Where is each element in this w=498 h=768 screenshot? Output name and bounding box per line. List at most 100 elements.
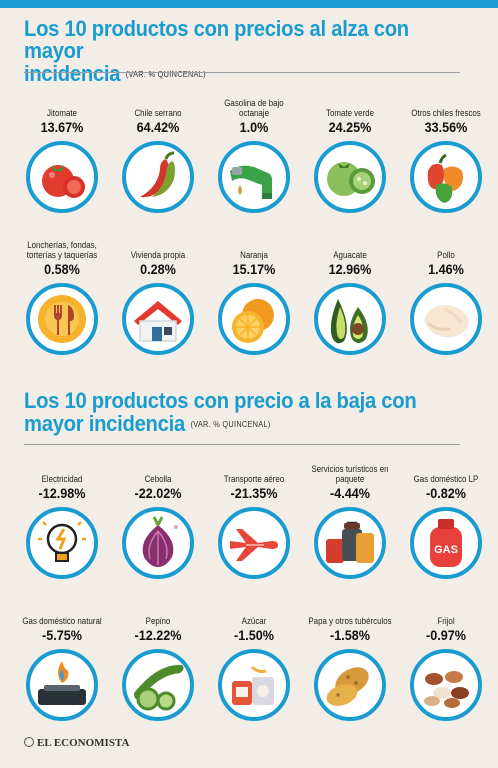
product-icon-circle [122, 141, 194, 213]
product-label-box: Gas doméstico LP [398, 452, 494, 484]
product-label-box: Pepino [110, 594, 206, 626]
product-label-box: Gas doméstico natural [14, 594, 110, 626]
product-label-box: Jitomate [14, 86, 110, 118]
section-down-title-line2: mayor incidencia [24, 411, 185, 436]
product-name: Pepino [145, 616, 171, 626]
product-name: Gas doméstico LP [413, 474, 479, 484]
product-variation: -12.22% [134, 627, 182, 643]
product-card: Papa y otros tubérculos -1.58% [302, 594, 398, 721]
product-variation: 1.0% [239, 119, 269, 135]
chicken-icon [424, 305, 469, 338]
section-up-rule [24, 72, 460, 73]
product-name: Electricidad [41, 474, 83, 484]
product-variation: -1.58% [330, 627, 370, 643]
product-icon-circle [26, 507, 98, 579]
green-tomato-icon [327, 162, 375, 196]
product-variation: 12.96% [328, 261, 372, 277]
product-icon-circle [218, 283, 290, 355]
top-accent-bar [0, 0, 498, 8]
product-card: Naranja 15.17% [206, 228, 302, 355]
product-name: Gas doméstico natural [22, 616, 102, 626]
section-up-title: Los 10 productos con precios al alza con… [24, 18, 460, 86]
product-icon-circle [218, 507, 290, 579]
product-card: Jitomate 13.67% [14, 86, 110, 213]
product-icon-circle [314, 141, 386, 213]
tomato-icon [42, 165, 85, 198]
product-icon-circle [218, 141, 290, 213]
product-card: Otros chiles frescos 33.56% [398, 86, 494, 213]
product-icon-circle [122, 283, 194, 355]
product-card: Azúcar -1.50% [206, 594, 302, 721]
peppers-icon [427, 153, 463, 203]
product-card: Loncherías, fondas, torterías y taquería… [14, 228, 110, 355]
product-card: Gasolina de bajo octanaje 1.0% [206, 86, 302, 213]
product-label-box: Cebolla [110, 452, 206, 484]
product-name: Frijol [437, 616, 455, 626]
product-name: Cebolla [144, 474, 172, 484]
product-icon-circle: GAS [410, 507, 482, 579]
product-variation: -5.75% [42, 627, 82, 643]
product-icon-circle [410, 649, 482, 721]
section-up-title-line2: incidencia [24, 61, 121, 86]
product-icon-circle [218, 649, 290, 721]
onion-icon [142, 516, 178, 567]
product-variation: 64.42% [136, 119, 180, 135]
product-label-box: Servicios turísticos en paquete [302, 452, 398, 484]
product-icon-circle [26, 283, 98, 355]
section-up-note: (VAR. % QUINCENAL) [125, 70, 206, 80]
product-label-box: Chile serrano [110, 86, 206, 118]
product-icon-circle [26, 141, 98, 213]
potato-icon [326, 667, 369, 706]
product-card: Chile serrano 64.42% [110, 86, 206, 213]
product-label-box: Papa y otros tubérculos [302, 594, 398, 626]
product-icon-circle [314, 283, 386, 355]
sugar-icon [232, 665, 274, 705]
luggage-icon [326, 521, 374, 563]
product-variation: 15.17% [232, 261, 276, 277]
product-card: Servicios turísticos en paquete -4.44% [302, 452, 398, 579]
product-name: Naranja [240, 250, 268, 260]
product-label-box: Loncherías, fondas, torterías y taquería… [14, 228, 110, 260]
product-card: Vivienda propia 0.28% [110, 228, 206, 355]
product-name: Vivienda propia [130, 250, 186, 260]
lightbulb-icon [38, 521, 86, 562]
product-label-box: Pollo [398, 228, 494, 260]
brand-logo-icon [24, 737, 34, 747]
product-name: Chile serrano [134, 108, 182, 118]
section-down-title: Los 10 productos con precio a la baja co… [24, 388, 417, 436]
product-label-box: Frijol [398, 594, 494, 626]
section-down-title-line1: Los 10 productos con precio a la baja co… [24, 388, 417, 413]
section-down-rule [24, 444, 460, 445]
cucumber-icon [134, 664, 184, 711]
product-icon-circle [410, 141, 482, 213]
product-card: Tomate verde 24.25% [302, 86, 398, 213]
product-name: Pollo [437, 250, 455, 260]
product-label-box: Aguacate [302, 228, 398, 260]
avocado-icon [330, 299, 368, 344]
product-variation: -0.82% [426, 485, 466, 501]
product-variation: -4.44% [330, 485, 370, 501]
product-variation: -1.50% [234, 627, 274, 643]
product-name: Papa y otros tubérculos [308, 616, 392, 626]
product-card: Cebolla -22.02% [110, 452, 206, 579]
product-variation: 13.67% [40, 119, 84, 135]
orange-icon [232, 299, 274, 343]
product-name: Tomate verde [326, 108, 374, 118]
product-name: Gasolina de bajo octanaje [224, 98, 284, 118]
product-name: Loncherías, fondas, torterías y taquería… [26, 240, 98, 260]
product-name: Aguacate [333, 250, 367, 260]
product-label-box: Vivienda propia [110, 228, 206, 260]
product-card: Aguacate 12.96% [302, 228, 398, 355]
product-variation: -0.97% [426, 627, 466, 643]
product-icon-circle [410, 283, 482, 355]
product-icon-circle [122, 649, 194, 721]
product-icon-circle [314, 507, 386, 579]
product-icon-circle [26, 649, 98, 721]
gas-stove-icon [38, 661, 86, 705]
house-icon [134, 301, 182, 342]
product-variation: 0.28% [140, 261, 176, 277]
product-card: Electricidad -12.98% [14, 452, 110, 579]
product-variation: 0.58% [44, 261, 80, 277]
product-variation: -21.35% [230, 485, 278, 501]
product-name: Otros chiles frescos [411, 108, 481, 118]
